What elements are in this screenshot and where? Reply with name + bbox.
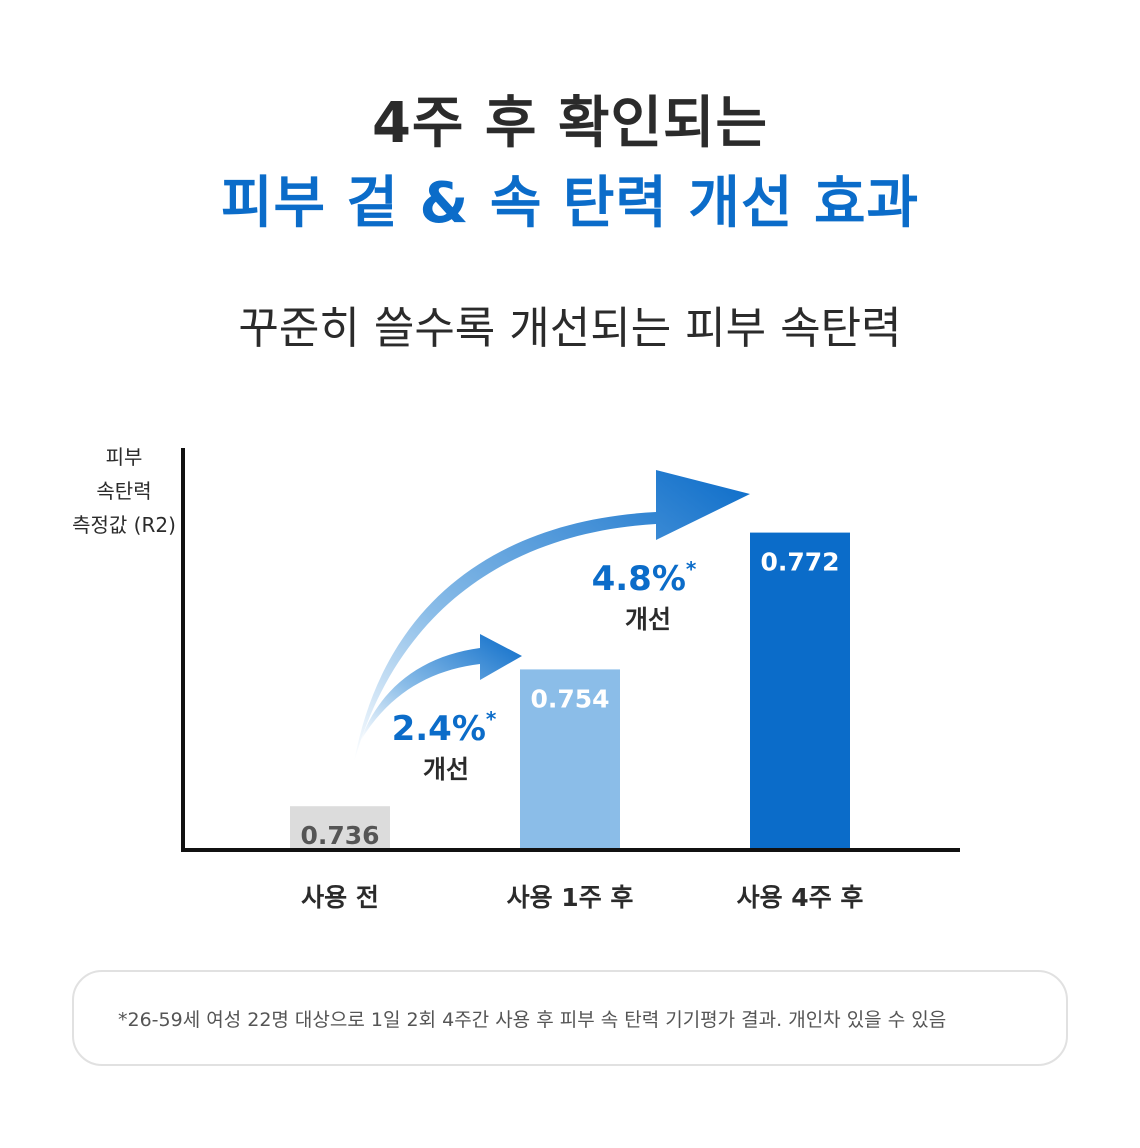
annotation-percent-week4: 4.8%* (592, 557, 697, 599)
annotation-percent-week4-value: 4.8% (592, 559, 686, 599)
bar-before-use (290, 806, 390, 848)
annotation-text-week4: 개선 (625, 605, 671, 634)
bar-value-label-week1: 0.754 (530, 684, 609, 713)
annotation-mark-week1: * (486, 707, 497, 731)
headline-line-1: 4주 후 확인되는 (371, 91, 769, 156)
annotation-mark-week4: * (686, 557, 697, 581)
bar-after-4-weeks (750, 532, 850, 848)
bar-value-label-week4: 0.772 (760, 548, 839, 577)
y-axis-label-line-1: 피부 (106, 445, 143, 469)
footnote-box: *26-59세 여성 22명 대상으로 1일 2회 4주간 사용 후 피부 속 … (72, 970, 1068, 1066)
annotation-percent-week1-value: 2.4% (392, 709, 486, 749)
improvement-arrow-large (354, 470, 750, 762)
annotation-percent-week1: 2.4%* (392, 707, 497, 749)
x-tick-label-week4: 사용 4주 후 (737, 883, 864, 912)
y-axis-label-line-2: 속탄력 (96, 479, 151, 503)
improvement-arrow-small (360, 634, 522, 742)
footnote-text: *26-59세 여성 22명 대상으로 1일 2회 4주간 사용 후 피부 속 … (118, 1008, 947, 1031)
chart-subtitle: 꾸준히 쓸수록 개선되는 피부 속탄력 (238, 303, 902, 354)
bar-chart: 피부 속탄력 측정값 (R2) 0.736 0.754 0.772 사용 전 사… (72, 445, 960, 912)
annotation-text-week1: 개선 (423, 755, 469, 784)
headline-line-2: 피부 겉 & 속 탄력 개선 효과 (220, 171, 919, 236)
x-tick-label-before: 사용 전 (301, 883, 379, 912)
x-tick-label-week1: 사용 1주 후 (507, 883, 634, 912)
y-axis-label-line-3: 측정값 (R2) (72, 513, 176, 537)
bar-value-label-before: 0.736 (300, 821, 379, 850)
bar-after-1-week (520, 669, 620, 848)
